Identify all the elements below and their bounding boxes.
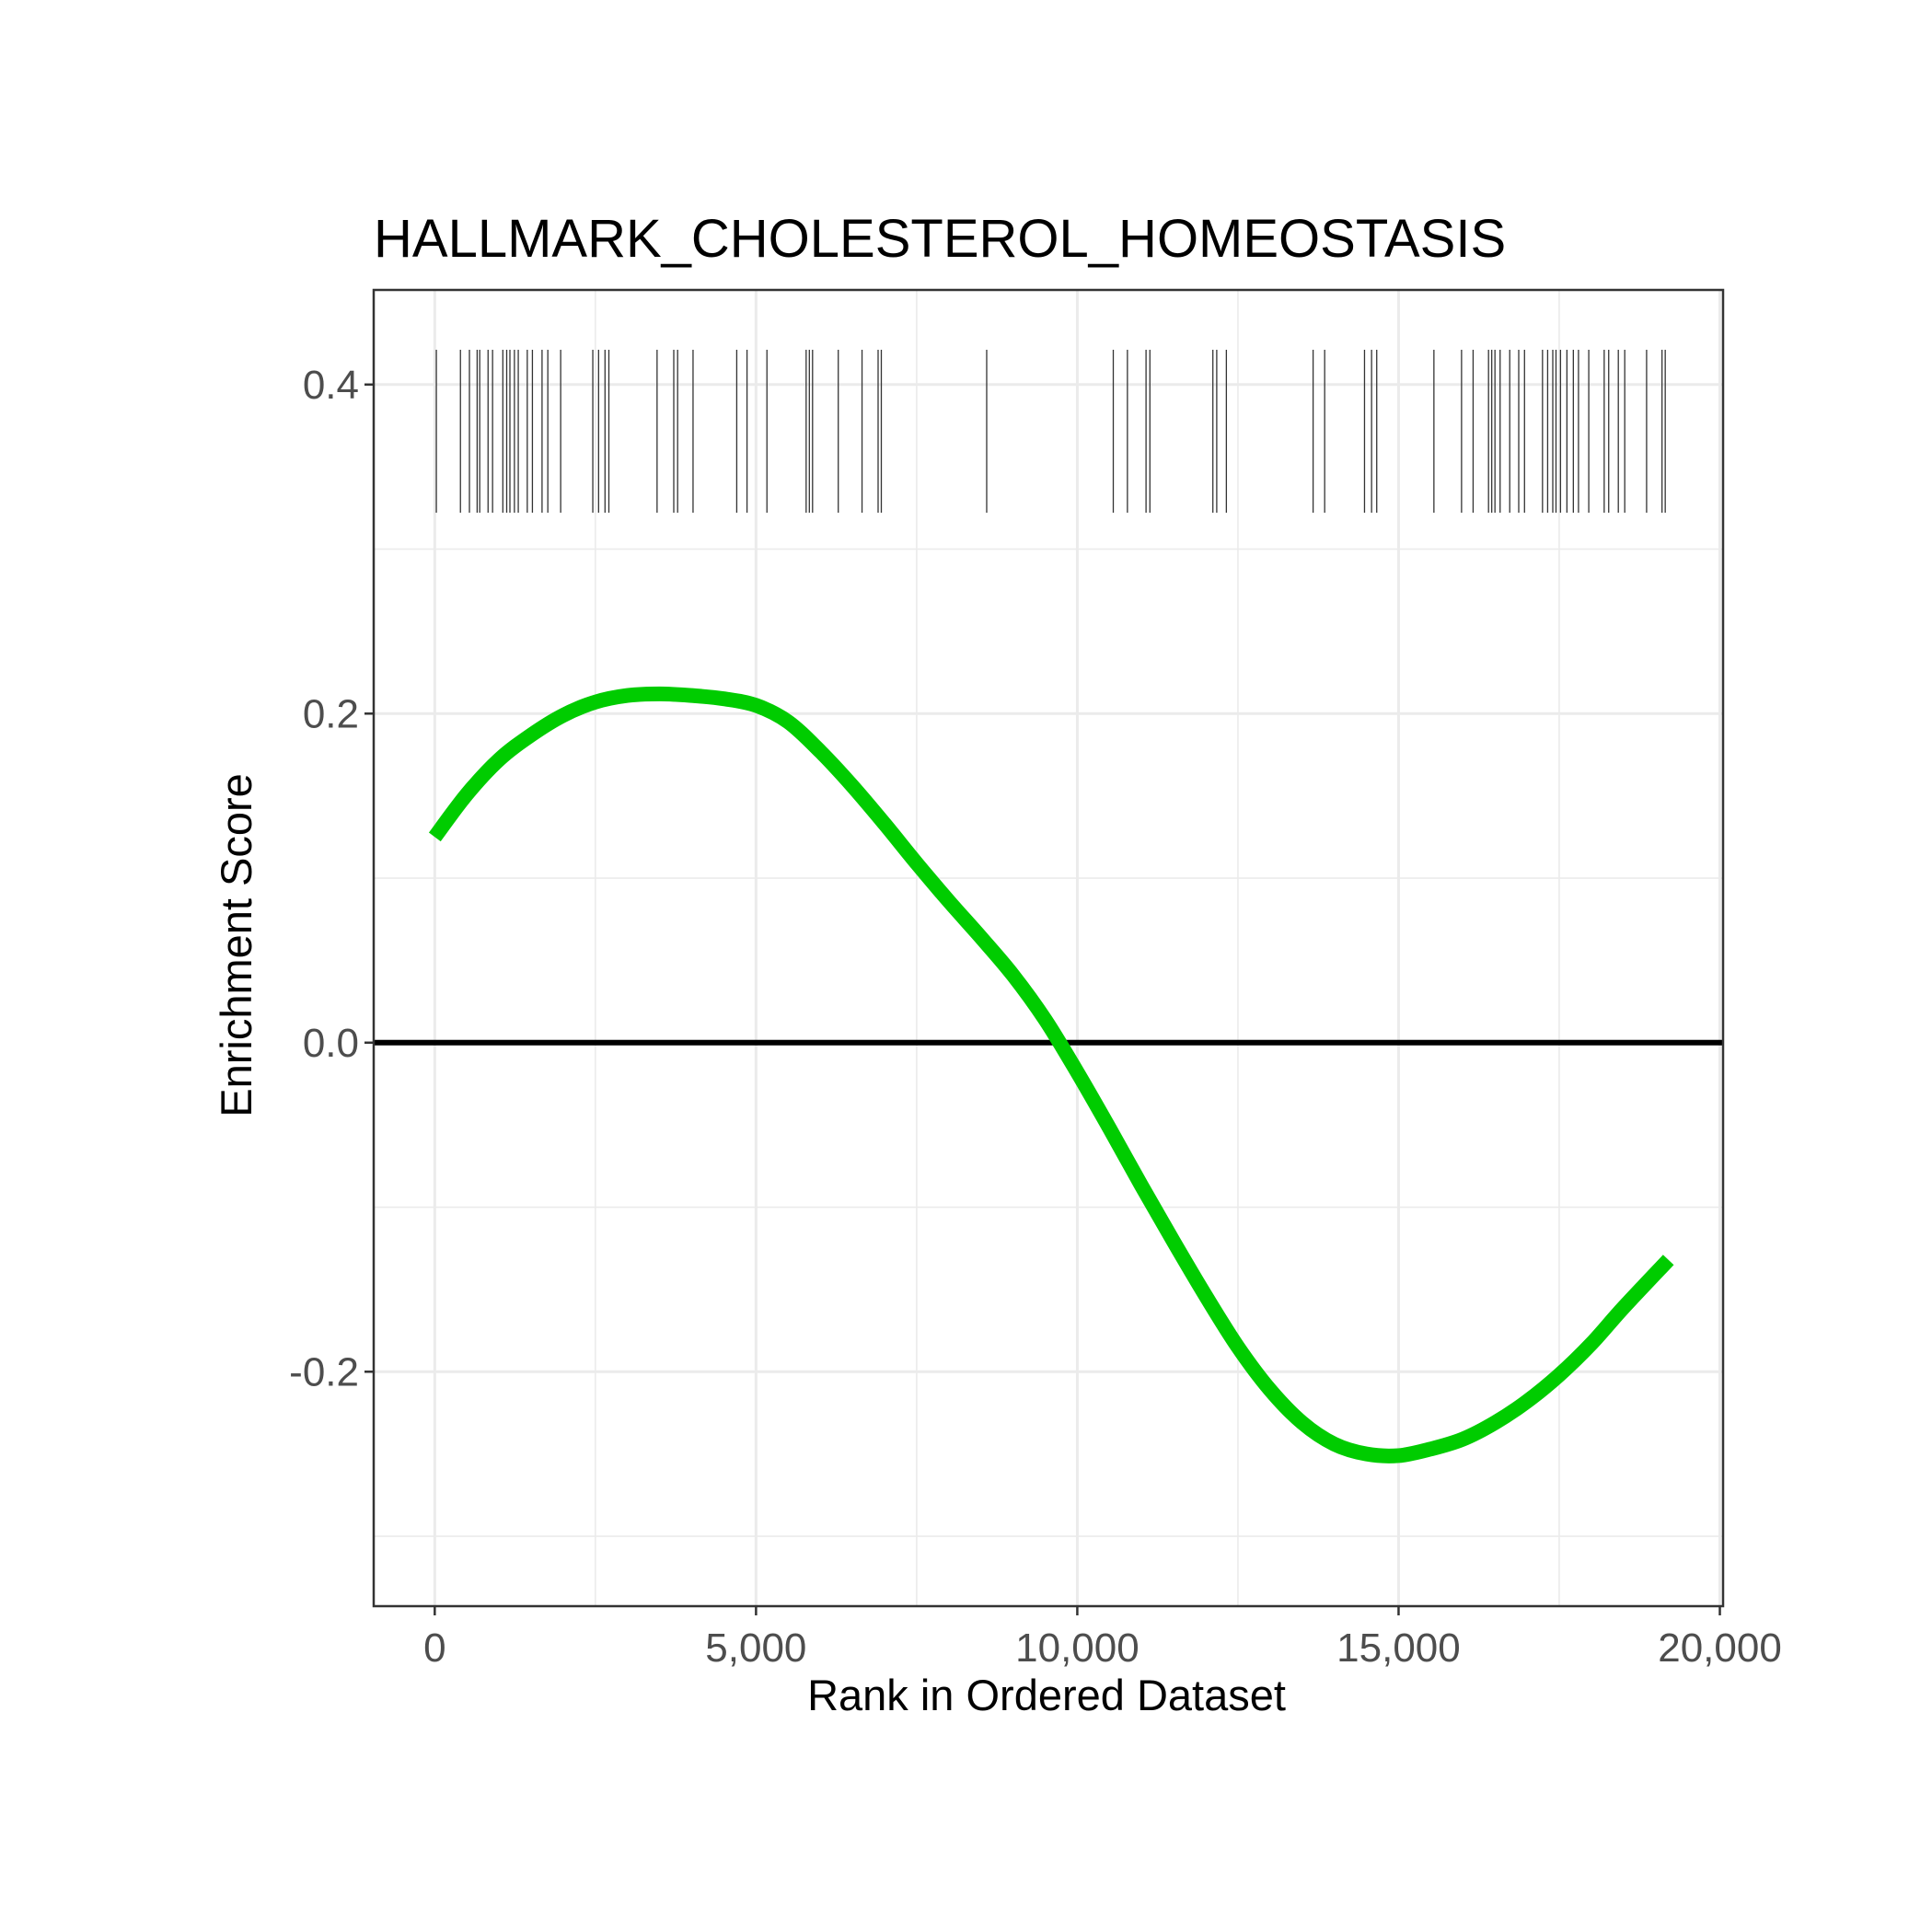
x-axis: 0 5,000 10,000 15,000 20,000 [423, 1606, 1782, 1671]
chart-title: HALLMARK_CHOLESTEROL_HOMEOSTASIS [374, 209, 1506, 269]
panel-border [372, 288, 1725, 1608]
y-tick-label: -0.2 [289, 1349, 359, 1394]
y-tick-label: 0.2 [303, 691, 359, 736]
x-tick-label: 15,000 [1336, 1625, 1461, 1671]
y-tick-label: 0.0 [303, 1021, 359, 1066]
y-tick-label: 0.4 [303, 363, 359, 408]
y-axis: -0.2 0.0 0.2 0.4 [289, 363, 374, 1394]
plot-panel [372, 288, 1725, 1608]
y-axis-title: Enrichment Score [212, 773, 260, 1117]
hit-ticks [435, 350, 1666, 513]
x-axis-title: Rank in Ordered Dataset [807, 1671, 1286, 1719]
x-tick-label: 0 [423, 1625, 445, 1671]
x-tick-label: 5,000 [705, 1625, 806, 1671]
x-tick-label: 20,000 [1658, 1625, 1782, 1671]
enrichment-score-curve [428, 686, 1674, 1463]
x-tick-label: 10,000 [1015, 1625, 1140, 1671]
